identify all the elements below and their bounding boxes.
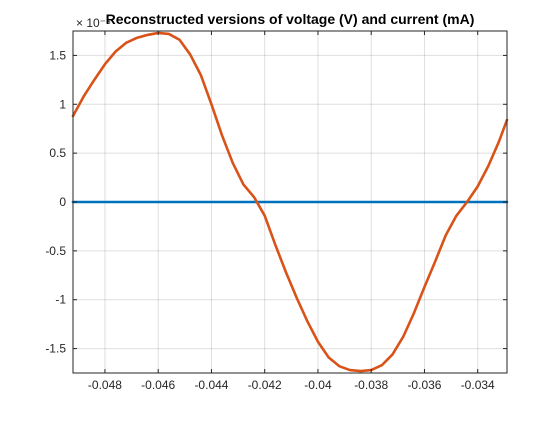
series-line-sine xyxy=(71,31,509,373)
y-tick-label: 1 xyxy=(59,97,66,111)
series-group xyxy=(71,31,509,373)
x-tick-label: -0.046 xyxy=(141,378,175,392)
y-tick-label: 0 xyxy=(59,195,66,209)
x-tick-label: -0.044 xyxy=(194,378,228,392)
y-tick-labels: -1.5 -1 -0.5 0 0.5 1 1.5 xyxy=(45,48,66,355)
x-tick-label: -0.048 xyxy=(88,378,122,392)
y-tick-label: 0.5 xyxy=(49,146,66,160)
x-tick-label: -0.042 xyxy=(248,378,282,392)
x-tick-label: -0.036 xyxy=(407,378,441,392)
y-tick-label: -0.5 xyxy=(45,244,66,258)
x-tick-labels: -0.048 -0.046 -0.044 -0.042 -0.04 -0.038 -0.03… xyxy=(88,378,495,392)
y-tick-label: -1.5 xyxy=(45,342,66,356)
y-tick-label: 1.5 xyxy=(49,48,66,62)
y-tick-label: -1 xyxy=(55,293,66,307)
x-ticks xyxy=(104,31,479,373)
y-exponent-label: × 10⁻⁵ xyxy=(76,16,111,30)
x-tick-label: -0.04 xyxy=(304,378,332,392)
chart-title: Reconstructed versions of voltage (V) an… xyxy=(106,11,475,27)
x-tick-label: -0.034 xyxy=(461,378,495,392)
x-tick-label: -0.038 xyxy=(354,378,388,392)
y-ticks xyxy=(73,54,507,350)
